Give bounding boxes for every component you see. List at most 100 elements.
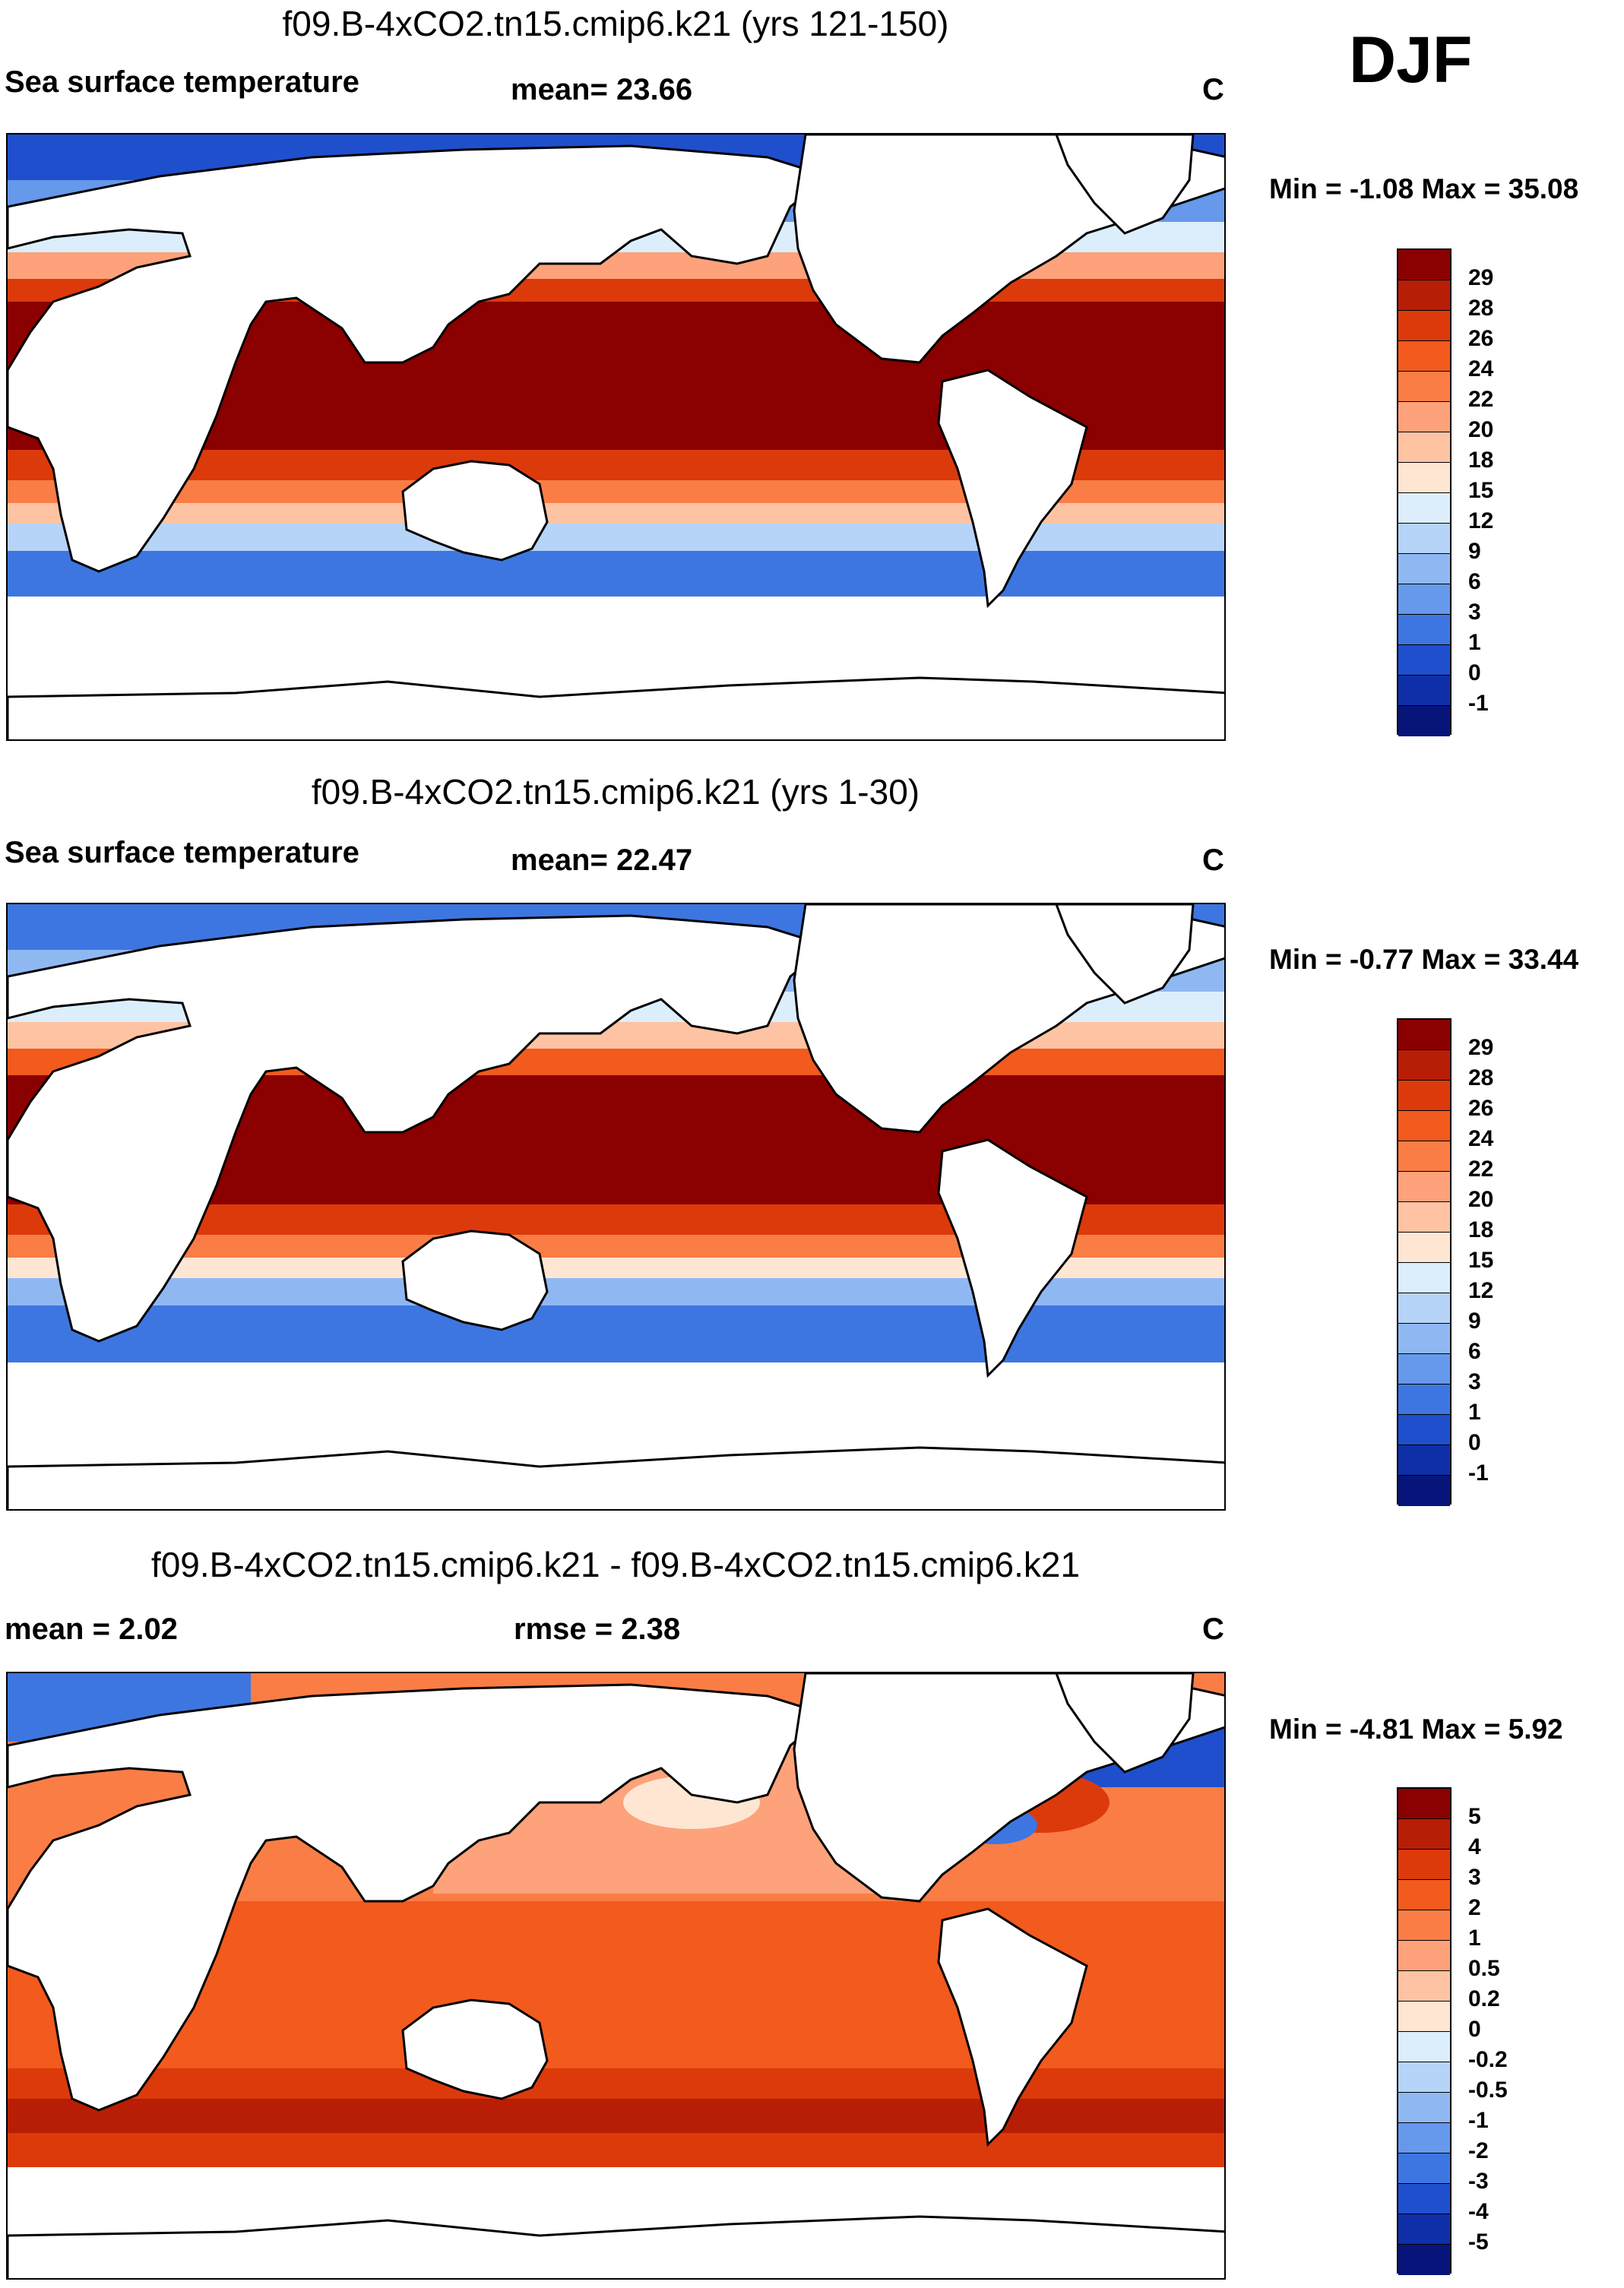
australia-land (401, 1229, 549, 1331)
colorbar-ticks: 29 28 26 24 22 20 18 15 12 9 6 3 1 0 -1 (1468, 248, 1552, 735)
tick-label: 3 (1468, 1865, 1481, 1890)
panel-title: f09.B-4xCO2.tn15.cmip6.k21 (yrs 121-150) (282, 4, 949, 43)
colorbar-swatch (1398, 1202, 1450, 1233)
tick-label: 26 (1468, 326, 1494, 351)
colorbar-swatch (1398, 402, 1450, 432)
colorbar-swatch (1398, 1081, 1450, 1111)
tick-label: 22 (1468, 387, 1494, 412)
unit-label: C (1202, 73, 1224, 106)
antarctica-land (8, 2215, 1224, 2278)
tick-label: 3 (1468, 1369, 1481, 1394)
tick-label: 15 (1468, 1248, 1494, 1273)
mean-value: mean= 22.47 (511, 843, 693, 877)
colorbar-swatch (1398, 1141, 1450, 1172)
south-america-land (937, 1138, 1088, 1378)
min-max-label: Min = -1.08 Max = 35.08 (1269, 173, 1579, 204)
colorbar-swatch (1398, 1880, 1450, 1910)
tick-label: -2 (1468, 2138, 1489, 2163)
tick-label: -1 (1468, 691, 1489, 716)
colorbar-swatch (1398, 1971, 1450, 2002)
colorbar-swatch (1398, 2184, 1450, 2214)
tick-label: 28 (1468, 1065, 1494, 1090)
rmse-value: rmse = 2.38 (514, 1612, 681, 1646)
tick-label: 2 (1468, 1895, 1481, 1920)
colorbar (1397, 1787, 1451, 2275)
tick-label: 28 (1468, 296, 1494, 321)
colorbar-swatch (1398, 2093, 1450, 2123)
antarctica-land (8, 676, 1224, 739)
min-max-label: Min = -0.77 Max = 33.44 (1269, 944, 1579, 975)
greenland-land (1055, 1673, 1195, 1774)
cool-south-band (8, 524, 1224, 554)
difference-map (6, 1672, 1226, 2280)
tick-label: -1 (1468, 1460, 1489, 1486)
variable-label: Sea surface temperature (5, 65, 359, 99)
colorbar-swatch (1398, 1385, 1450, 1415)
tick-label: 0.2 (1468, 1986, 1500, 2011)
tick-label: 1 (1468, 630, 1481, 655)
tick-label: 20 (1468, 1187, 1494, 1212)
colorbar-swatch (1398, 1476, 1450, 1506)
variable-label: Sea surface temperature (5, 836, 359, 869)
colorbar-swatch (1398, 1324, 1450, 1354)
colorbar-swatch (1398, 280, 1450, 311)
colorbar-swatch (1398, 2032, 1450, 2062)
mean-value: mean = 2.02 (5, 1612, 178, 1646)
tick-label: 18 (1468, 448, 1494, 473)
tick-label: -5 (1468, 2229, 1489, 2255)
tick-label: 3 (1468, 600, 1481, 625)
eurasia-africa-land (8, 1683, 831, 2112)
australia-land (401, 460, 549, 562)
colorbar-swatch (1398, 1263, 1450, 1293)
tick-label: -4 (1468, 2199, 1489, 2224)
cold-south-band (8, 1305, 1224, 1362)
tick-label: -0.5 (1468, 2078, 1508, 2103)
tick-label: 0 (1468, 1430, 1481, 1455)
colorbar-swatch (1398, 2123, 1450, 2154)
south-america-land (937, 369, 1088, 609)
colorbar-swatch (1398, 2214, 1450, 2245)
tick-label: 18 (1468, 1217, 1494, 1242)
sst-map (6, 903, 1226, 1511)
eurasia-africa-land (8, 144, 831, 573)
colorbar-swatch (1398, 2154, 1450, 2184)
eurasia-africa-land (8, 914, 831, 1343)
greenland-land (1055, 134, 1195, 235)
tick-label: 12 (1468, 508, 1494, 533)
tick-label: 24 (1468, 356, 1494, 381)
tick-label: 6 (1468, 1339, 1481, 1364)
min-max-label: Min = -4.81 Max = 5.92 (1269, 1714, 1563, 1745)
tick-label: 4 (1468, 1834, 1481, 1859)
colorbar-swatch (1398, 645, 1450, 676)
tick-label: -3 (1468, 2169, 1489, 2194)
tick-label: 5 (1468, 1804, 1481, 1829)
colorbar-swatch (1398, 2062, 1450, 2093)
colorbar-swatch (1398, 1910, 1450, 1941)
colorbar-swatch (1398, 341, 1450, 372)
tick-label: -1 (1468, 2108, 1489, 2133)
colorbar-swatch (1398, 1354, 1450, 1385)
panel-title: f09.B-4xCO2.tn15.cmip6.k21 - f09.B-4xCO2… (150, 1545, 1081, 1584)
colorbar-swatch (1398, 493, 1450, 524)
colorbar (1397, 248, 1451, 736)
colorbar-swatch (1398, 463, 1450, 493)
colorbar-swatch (1398, 1111, 1450, 1141)
colorbar-ticks: 29 28 26 24 22 20 18 15 12 9 6 3 1 0 -1 (1468, 1018, 1552, 1505)
australia-land (401, 1998, 549, 2100)
sst-map (6, 133, 1226, 741)
antarctica-land (8, 1446, 1224, 1509)
tick-label: 9 (1468, 539, 1481, 564)
tick-label: 26 (1468, 1096, 1494, 1121)
tick-label: 0.5 (1468, 1956, 1500, 1981)
greenland-land (1055, 904, 1195, 1005)
panel-title: f09.B-4xCO2.tn15.cmip6.k21 (yrs 1-30) (311, 772, 920, 812)
season-label: DJF (1349, 24, 1473, 97)
unit-label: C (1202, 843, 1224, 877)
colorbar (1397, 1018, 1451, 1506)
tick-label: 12 (1468, 1278, 1494, 1303)
colorbar-swatch (1398, 676, 1450, 706)
tick-label: 29 (1468, 1035, 1494, 1060)
unit-label: C (1202, 1612, 1224, 1646)
tick-label: 6 (1468, 569, 1481, 594)
colorbar-swatch (1398, 432, 1450, 463)
